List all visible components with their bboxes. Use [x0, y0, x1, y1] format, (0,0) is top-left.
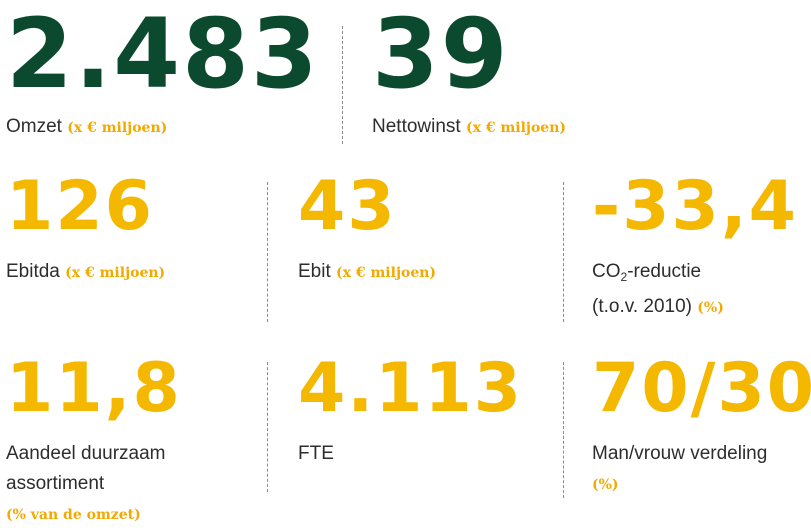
kpi-man-vrouw: 70/30 Man/vrouw verdeling (%) — [592, 355, 811, 500]
kpi-label: FTE — [298, 439, 523, 469]
kpi-label: Omzet (x € miljoen) — [6, 112, 320, 143]
kpi-co2-reductie: -33,4 CO2-reductie (t.o.v. 2010) (%) — [592, 173, 798, 323]
kpi-label-text: FTE — [298, 443, 334, 464]
kpi-value: -33,4 — [592, 167, 798, 246]
divider — [563, 362, 564, 498]
kpi-aandeel-duurzaam: 11,8 Aandeel duurzaam assortiment (% van… — [6, 355, 182, 530]
kpi-unit: (%) — [592, 477, 619, 493]
kpi-label-text: Aandeel duurzaam — [6, 443, 166, 464]
kpi-label: CO2-reductie (t.o.v. 2010) (%) — [592, 257, 798, 323]
kpi-label-subscript: 2 — [620, 270, 628, 284]
kpi-label-text: Man/vrouw verdeling — [592, 443, 768, 464]
kpi-label: Ebitda (x € miljoen) — [6, 257, 165, 288]
kpi-fte: 4.113 FTE — [298, 355, 523, 469]
kpi-ebit: 43 Ebit (x € miljoen) — [298, 173, 436, 288]
kpi-ebitda: 126 Ebitda (x € miljoen) — [6, 173, 165, 288]
kpi-label: Man/vrouw verdeling (%) — [592, 439, 811, 500]
divider — [267, 362, 268, 492]
kpi-label-text: assortiment — [6, 473, 105, 494]
divider — [267, 182, 268, 322]
kpi-label-text: Omzet — [6, 116, 68, 137]
kpi-value: 2.483 — [6, 0, 320, 110]
kpi-unit: (x € miljoen) — [336, 265, 437, 281]
kpi-value: 39 — [372, 0, 510, 110]
kpi-nettowinst: 39 Nettowinst (x € miljoen) — [372, 6, 566, 143]
kpi-unit: (% van de omzet) — [6, 507, 141, 523]
kpi-value: 126 — [6, 167, 154, 246]
kpi-omzet: 2.483 Omzet (x € miljoen) — [6, 6, 320, 143]
kpi-value: 70/30 — [592, 349, 811, 428]
kpi-unit: (%) — [697, 300, 724, 316]
kpi-label: Nettowinst (x € miljoen) — [372, 112, 566, 143]
kpi-unit: (x € miljoen) — [67, 120, 168, 136]
kpi-label-text: (t.o.v. 2010) — [592, 296, 698, 317]
kpi-label-text: Nettowinst — [372, 116, 466, 137]
divider — [563, 182, 564, 322]
kpi-value: 4.113 — [298, 349, 524, 428]
kpi-label: Aandeel duurzaam assortiment (% van de o… — [6, 439, 182, 530]
kpi-value: 43 — [298, 167, 397, 246]
kpi-unit: (x € miljoen) — [465, 120, 567, 136]
kpi-unit: (x € miljoen) — [65, 265, 166, 281]
kpi-label-text: -reductie — [627, 261, 702, 282]
kpi-label-text: CO — [592, 261, 621, 282]
kpi-value: 11,8 — [6, 349, 182, 428]
kpi-label-text: Ebitda — [6, 261, 66, 282]
kpi-label: Ebit (x € miljoen) — [298, 257, 436, 288]
kpi-label-text: Ebit — [298, 261, 337, 282]
divider — [342, 26, 343, 144]
